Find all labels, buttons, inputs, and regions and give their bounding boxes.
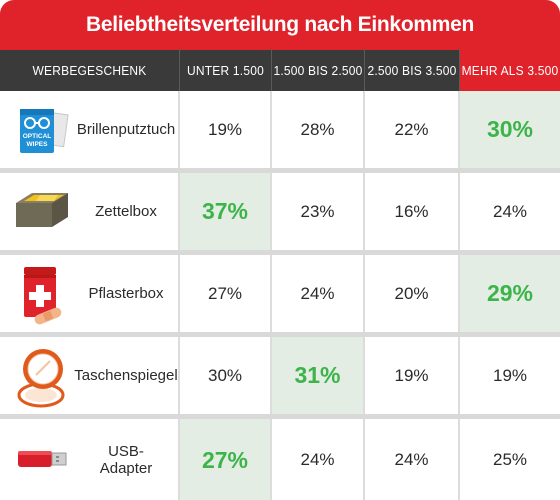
column-header-under-1500: UNTER 1.500	[180, 48, 272, 93]
value-cell: 27%	[180, 255, 272, 332]
table-row: Taschenspiegel 30% 31% 19% 19%	[0, 337, 560, 419]
value-cell: 28%	[272, 91, 365, 168]
table-title: Beliebtheitsverteilung nach Einkommen	[0, 0, 560, 50]
gift-cell: Taschenspiegel	[0, 337, 180, 414]
pocket-mirror-icon	[14, 345, 70, 411]
best-value-cell: 37%	[180, 173, 272, 250]
value-cell: 19%	[180, 91, 272, 168]
value-cell: 24%	[272, 255, 365, 332]
best-value-cell: 30%	[460, 91, 560, 168]
value-cell: 20%	[365, 255, 460, 332]
value-cell: 24%	[272, 419, 365, 500]
gift-cell: USB-Adapter	[0, 419, 180, 500]
table-row: OPTICAL WIPES Brillenputztuch 19% 28% 22…	[0, 91, 560, 173]
gift-cell: Zettelbox	[0, 173, 180, 250]
column-header-over-3500: MEHR ALS 3.500	[460, 48, 560, 93]
table-row: Pflasterbox 27% 24% 20% 29%	[0, 255, 560, 337]
column-header-2500-3500: 2.500 BIS 3.500	[365, 48, 460, 93]
column-header-1500-2500: 1.500 BIS 2.500	[272, 48, 365, 93]
value-cell: 19%	[492, 365, 528, 385]
usb-adapter-icon	[14, 427, 70, 493]
table-row: Zettelbox 37% 23% 16% 24%	[0, 173, 560, 255]
value-cell: 23%	[272, 173, 365, 250]
gift-name: Brillenputztuch	[76, 121, 176, 138]
value-cell: 30%	[180, 337, 272, 414]
gift-name: USB-Adapter	[99, 443, 153, 477]
gift-name: Zettelbox	[95, 203, 157, 220]
value-cell: 24%	[365, 419, 460, 500]
wipes-text: WIPES	[27, 141, 49, 148]
value-cell: 24%	[492, 201, 528, 221]
value-cell: 19%	[365, 337, 460, 414]
gift-cell: Pflasterbox	[0, 255, 180, 332]
header-row: WERBEGESCHENK UNTER 1.500 1.500 BIS 2.50…	[0, 48, 560, 93]
column-header-gift: WERBEGESCHENK	[0, 48, 180, 93]
table-body: OPTICAL WIPES Brillenputztuch 19% 28% 22…	[0, 91, 560, 500]
first-aid-box-icon	[14, 263, 70, 329]
best-value-cell: 29%	[460, 255, 560, 332]
value-cell: 16%	[365, 173, 460, 250]
optical-wipes-icon: OPTICAL WIPES	[14, 99, 70, 165]
gift-name: Pflasterbox	[88, 285, 164, 302]
optical-text: OPTICAL	[23, 133, 52, 140]
best-value-cell: 27%	[180, 419, 272, 500]
best-value-cell: 31%	[272, 337, 365, 414]
gift-cell: OPTICAL WIPES Brillenputztuch	[0, 91, 180, 168]
value-cell: 25%	[492, 450, 528, 469]
gift-name: Taschenspiegel	[74, 367, 178, 384]
note-box-icon	[14, 181, 70, 247]
table-row: USB-Adapter 27% 24% 24% 25%	[0, 419, 560, 500]
value-cell: 22%	[365, 91, 460, 168]
